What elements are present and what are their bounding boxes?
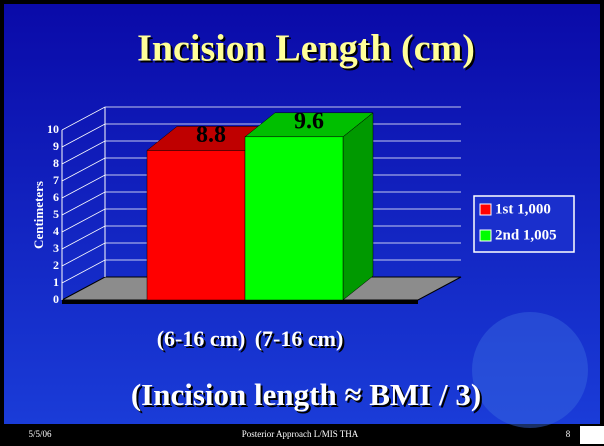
floor-edge — [62, 300, 418, 304]
chart-title: Incision Length (cm) — [137, 28, 475, 70]
y-tick-label: 9 — [53, 139, 59, 153]
logo — [580, 426, 604, 444]
footer-title: Posterior Approach L/MIS THA — [242, 429, 359, 439]
y-tick-label: 1 — [53, 275, 59, 289]
y-tick-label: 4 — [53, 224, 59, 238]
bar — [245, 137, 343, 300]
footer-page: 8 — [566, 429, 571, 439]
data-label: 9.6 — [294, 108, 324, 134]
data-label: 8.8 — [196, 122, 226, 148]
y-tick-label: 6 — [53, 190, 59, 204]
page: {"chart_data": {"type": "bar", "title": … — [0, 0, 604, 446]
legend-label: 2nd 1,005 — [495, 227, 557, 243]
bar — [147, 150, 245, 300]
annotation: (Incision length ≈ BMI / 3) — [131, 377, 481, 412]
y-tick-label: 3 — [53, 241, 59, 255]
globe — [472, 312, 588, 428]
legend-swatch — [480, 230, 491, 241]
y-tick-label: 7 — [53, 173, 59, 187]
legend-swatch — [480, 204, 491, 215]
slide: Incision Length (cm) Centimeters (Incisi… — [0, 0, 604, 446]
footer-date: 5/5/06 — [28, 429, 52, 439]
y-tick-label: 10 — [47, 122, 59, 136]
bar-side — [343, 113, 373, 300]
y-tick-label: 2 — [53, 258, 59, 272]
x-tick-label: (7-16 cm) — [255, 326, 344, 351]
y-tick-label: 8 — [53, 156, 59, 170]
legend-label: 1st 1,000 — [495, 201, 551, 217]
y-tick-label: 5 — [53, 207, 59, 221]
x-tick-label: (6-16 cm) — [157, 326, 246, 351]
y-tick-label: 0 — [53, 292, 59, 306]
y-axis-label: Centimeters — [31, 181, 46, 249]
